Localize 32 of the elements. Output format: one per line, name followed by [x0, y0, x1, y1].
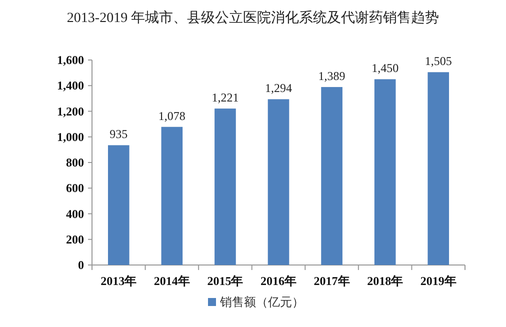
- y-tick-label: 1,200: [57, 104, 84, 118]
- bar: [161, 126, 183, 265]
- y-tick-label: 1,400: [57, 78, 84, 93]
- y-tick-label: 1,000: [57, 130, 84, 144]
- data-label: 1,294: [265, 81, 292, 96]
- chart-title: 2013-2019 年城市、县级公立医院消化系统及代谢药销售趋势: [66, 10, 440, 26]
- x-tick-label: 2018年: [367, 274, 404, 288]
- bar: [374, 79, 396, 265]
- x-tick-label: 2019年: [420, 274, 456, 288]
- y-tick-label: 800: [66, 156, 84, 170]
- legend-label: 销售额（亿元）: [219, 295, 304, 309]
- y-tick-label: 200: [66, 232, 84, 246]
- data-label: 1,389: [318, 69, 346, 84]
- bar: [108, 145, 130, 265]
- data-label: 1,450: [372, 61, 399, 76]
- bar: [321, 87, 342, 265]
- x-tick-label: 2016年: [260, 274, 296, 288]
- y-tick-label: 0: [78, 258, 84, 272]
- data-label: 1,078: [158, 108, 186, 123]
- data-label: 935: [110, 127, 128, 142]
- x-tick-label: 2014年: [154, 274, 190, 288]
- y-tick-label: 1,600: [57, 53, 84, 67]
- bar: [268, 99, 290, 265]
- data-label: 1,505: [424, 54, 452, 68]
- bar: [428, 72, 450, 265]
- y-tick-label: 400: [66, 206, 84, 221]
- x-tick-label: 2013年: [100, 274, 137, 288]
- y-tick-label: 600: [66, 181, 84, 196]
- x-tick-label: 2017年: [314, 274, 350, 288]
- bar: [214, 108, 236, 265]
- data-label: 1,221: [212, 90, 239, 105]
- x-tick-label: 2015年: [207, 274, 244, 288]
